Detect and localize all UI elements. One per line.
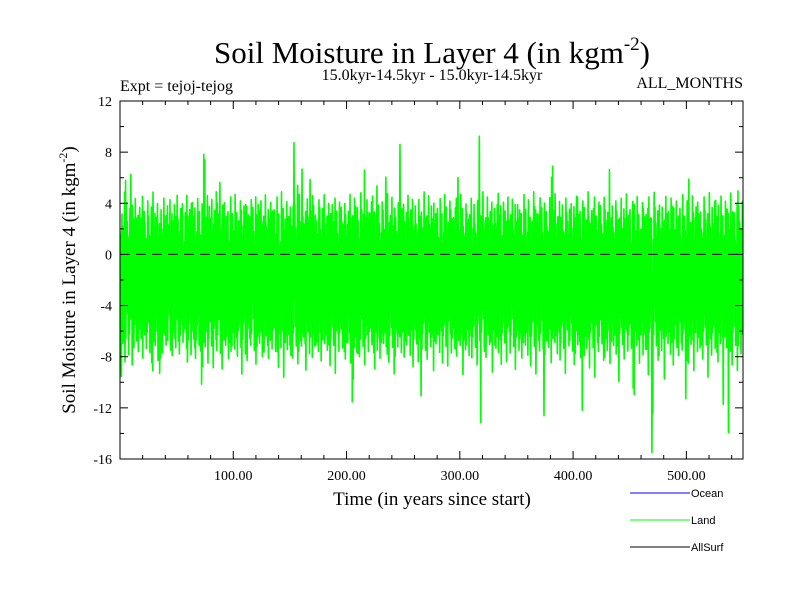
expt-label: Expt = tejoj-tejog (120, 78, 233, 95)
y-tick-label: 8 (105, 146, 112, 161)
y-axis-label: Soil Moisture in Layer 4 (in kgm-2) (56, 146, 80, 414)
chart-title-close: ) (640, 35, 650, 70)
y-axis-label-sup: -2 (56, 153, 70, 163)
period-label: 15.0kyr-14.5kyr - 15.0kyr-14.5kyr (322, 67, 543, 84)
y-tick-label: 4 (105, 197, 112, 212)
series-group (120, 135, 743, 454)
y-tick-label: -4 (100, 300, 112, 315)
y-axis-label-text: Soil Moisture in Layer 4 (in kgm (59, 162, 80, 413)
x-tick-label: 500.00 (667, 469, 706, 484)
y-tick-label: 0 (105, 248, 112, 263)
x-tick-label: 400.00 (554, 469, 593, 484)
y-tick-label: -8 (100, 351, 112, 366)
y-tick-label: 12 (98, 95, 112, 110)
chart-title-sup: -2 (624, 34, 640, 55)
x-axis-label: Time (in years since start) (333, 489, 531, 510)
x-tick-label: 300.00 (441, 469, 480, 484)
series-line-land (120, 135, 743, 454)
axis-ticks: -16 -12 -8 -4 0 4 8 12 100.00 200.00 300.00 400.00 5… (93, 95, 743, 484)
y-axis-label-close: ) (59, 146, 80, 152)
chart-title-text: Soil Moisture in Layer 4 (in kgm (214, 35, 624, 70)
chart-title: Soil Moisture in Layer 4 (in kgm-2) (214, 34, 650, 70)
x-tick-label: 100.00 (214, 469, 253, 484)
legend-label-land: Land (691, 515, 715, 527)
legend-label-allsurf: AllSurf (691, 542, 724, 554)
legend: Ocean Land AllSurf (630, 488, 724, 554)
y-tick-label: -12 (93, 402, 112, 417)
x-tick-label: 200.00 (327, 469, 366, 484)
y-tick-label: -16 (93, 453, 112, 468)
season-label: ALL_MONTHS (636, 75, 743, 92)
legend-label-ocean: Ocean (691, 488, 723, 500)
